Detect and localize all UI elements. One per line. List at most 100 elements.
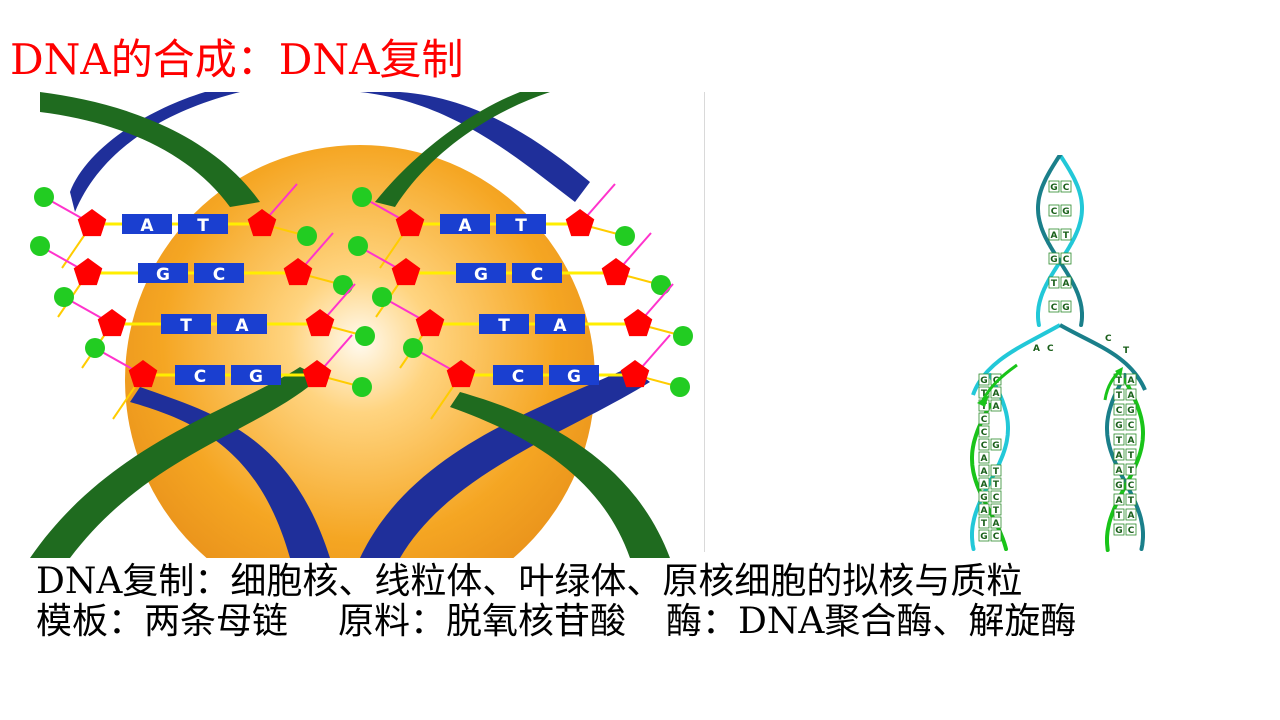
phosphate <box>54 287 74 307</box>
blue-strand-top-right <box>360 92 590 202</box>
base-label: G <box>567 367 581 387</box>
top-base-label: A <box>1051 231 1058 241</box>
base-label: T <box>515 216 527 236</box>
right-daughter-base-label: T <box>1116 436 1123 446</box>
green-strand-top-right <box>375 92 550 207</box>
right-daughter-base-label: A <box>1116 496 1123 506</box>
blue-strand-top-left <box>70 92 240 212</box>
right-daughter-base-label: T <box>1128 451 1135 461</box>
left-daughter-base-label: C <box>981 441 988 451</box>
green-strand-bottom-right <box>450 392 670 558</box>
right-daughter-base-label: T <box>1116 511 1123 521</box>
left-daughter-base-label: C <box>993 493 1000 503</box>
right-daughter-base-label: G <box>1115 421 1122 431</box>
left-daughter-base-label: A <box>993 402 1000 412</box>
orange-sphere <box>125 145 595 558</box>
fork-base-label: A <box>1033 344 1040 354</box>
left-daughter-base-label: G <box>980 493 987 503</box>
phosphate <box>403 338 423 358</box>
left-daughter-base-label: A <box>981 506 988 516</box>
left-daughter-base-label: A <box>981 467 988 477</box>
right-daughter-base-label: C <box>1128 526 1135 536</box>
right-daughter-base-label: T <box>1116 391 1123 401</box>
right-daughter-base-label: A <box>1116 451 1123 461</box>
template-text: 模板：两条母链 <box>36 601 289 642</box>
base-label: C <box>194 367 206 387</box>
base-label: T <box>180 316 192 336</box>
base-label: T <box>197 216 209 236</box>
top-base-label: T <box>1063 231 1070 241</box>
base-label: C <box>213 265 225 285</box>
right-daughter-base-label: C <box>1116 406 1123 416</box>
top-base-label: C <box>1063 183 1070 193</box>
right-daughter-base-label: A <box>1116 466 1123 476</box>
figure-divider <box>704 92 705 552</box>
left-daughter-base-label: A <box>993 389 1000 399</box>
top-base-label: G <box>1062 303 1069 313</box>
left-daughter-base-label: T <box>993 506 1000 516</box>
base-label: A <box>553 316 567 336</box>
right-daughter-base-label: C <box>1128 481 1135 491</box>
left-daughter-base-label: A <box>981 454 988 464</box>
material-text: 原料：脱氧核苷酸 <box>338 601 627 642</box>
right-daughter-base-label: T <box>1128 496 1135 506</box>
right-daughter-base-label: C <box>1128 421 1135 431</box>
left-daughter-base-label: G <box>980 376 987 386</box>
right-daughter-base-label: G <box>1127 406 1134 416</box>
left-daughter-base-label: C <box>993 532 1000 542</box>
phosphate <box>85 338 105 358</box>
right-daughter-base-label: T <box>1116 376 1123 386</box>
base-label: C <box>531 265 543 285</box>
left-daughter-base-label: T <box>981 389 988 399</box>
blue-strand-bottom-left <box>130 387 330 558</box>
top-base-label: G <box>1050 255 1057 265</box>
left-daughter-base-label: T <box>981 402 988 412</box>
base-label: A <box>140 216 154 236</box>
right-daughter-base-label: T <box>1128 466 1135 476</box>
left-daughter-base-label: T <box>993 480 1000 490</box>
phosphate <box>30 236 50 256</box>
fork-base-label: C <box>1047 344 1054 354</box>
base-label: G <box>249 367 263 387</box>
left-daughter-base-label: G <box>980 532 987 542</box>
left-daughter-base-label: A <box>993 519 1000 529</box>
left-daughter-base-label: C <box>981 428 988 438</box>
top-base-label: C <box>1051 303 1058 313</box>
top-base-label: G <box>1050 183 1057 193</box>
body-text: DNA复制：细胞核、线粒体、叶绿体、原核细胞的拟核与质粒 模板：两条母链 原料：脱… <box>36 562 1236 642</box>
slide-title: DNA的合成：DNA复制 <box>10 35 464 84</box>
blue-strand-bottom-right <box>360 367 650 558</box>
base-label: T <box>498 316 510 336</box>
base-label: G <box>156 265 170 285</box>
top-base-label: C <box>1063 255 1070 265</box>
left-daughter-base-label: G <box>992 441 999 451</box>
base-label: A <box>235 316 249 336</box>
dna-replication-figure: A T G C T A C G A T G C T A C G <box>30 92 693 558</box>
base-pairs-left: A T G C T A C G <box>30 183 375 420</box>
base-label: A <box>458 216 472 236</box>
right-daughter-base-label: A <box>1128 376 1135 386</box>
right-daughter-base-label: G <box>1115 481 1122 491</box>
replication-requirements-line: 模板：两条母链 原料：脱氧核苷酸 酶：DNA聚合酶、解旋酶 <box>36 602 1236 642</box>
right-daughter-base-label: A <box>1128 391 1135 401</box>
base-pairs-right: A T G C T A C G <box>348 183 693 420</box>
replication-location-line: DNA复制：细胞核、线粒体、叶绿体、原核细胞的拟核与质粒 <box>36 561 1023 602</box>
top-base-label: T <box>1051 279 1058 289</box>
top-base-label: C <box>1051 207 1058 217</box>
phosphate <box>34 187 54 207</box>
right-daughter-base-label: G <box>1115 526 1122 536</box>
right-daughter-base-label: A <box>1128 511 1135 521</box>
phosphate <box>348 236 368 256</box>
fork-base-label: C <box>1105 334 1112 344</box>
green-strand-bottom-left <box>30 367 320 558</box>
right-daughter-base-label: A <box>1128 436 1135 446</box>
left-daughter-base-label: T <box>981 519 988 529</box>
left-daughter-base-label: A <box>981 480 988 490</box>
base-label: C <box>512 367 524 387</box>
left-daughter-base-label: C <box>981 415 988 425</box>
base-label: G <box>474 265 488 285</box>
enzyme-text: 酶：DNA聚合酶、解旋酶 <box>666 601 1077 642</box>
top-base-label: G <box>1062 207 1069 217</box>
top-base-label: A <box>1063 279 1070 289</box>
